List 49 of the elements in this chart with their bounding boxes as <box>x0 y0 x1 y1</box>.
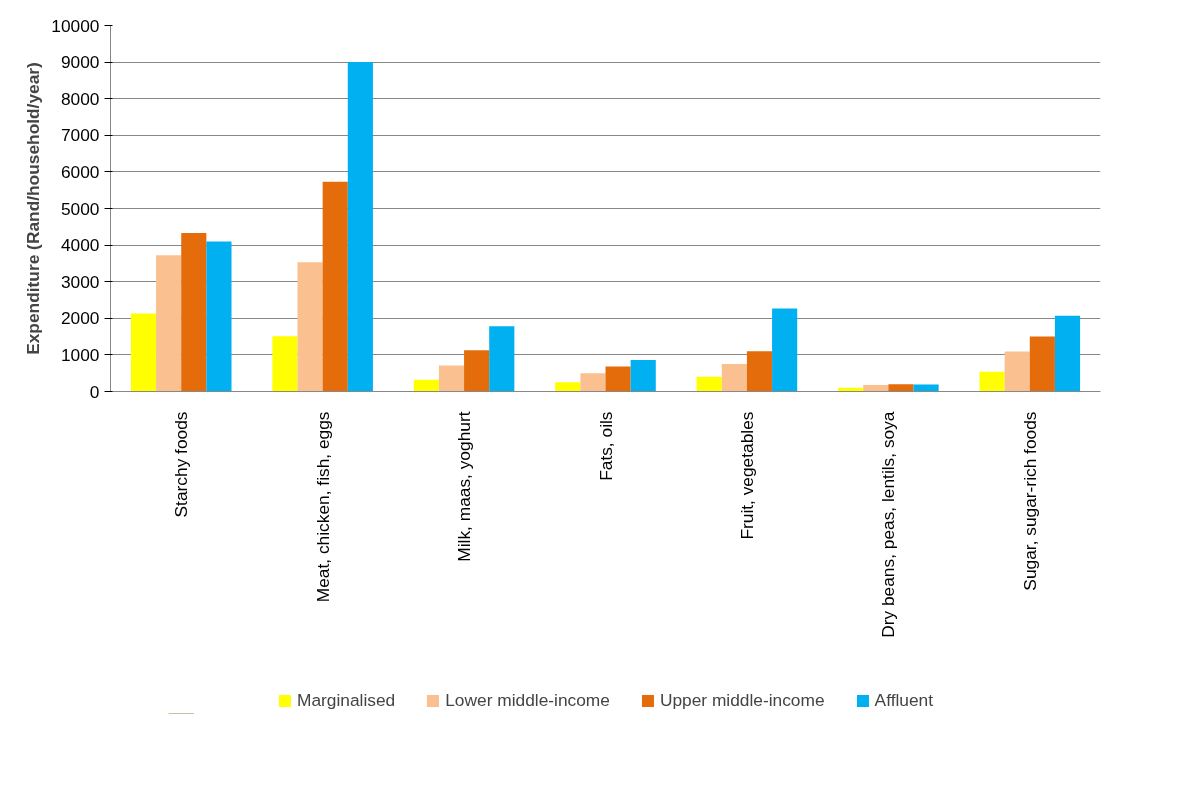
legend-label: Upper middle-income <box>659 690 825 711</box>
bar <box>580 373 606 392</box>
bar <box>979 371 1005 392</box>
legend-label: Lower middle-income <box>445 690 610 711</box>
bar <box>489 326 515 392</box>
y-tick-label: 9000 <box>60 52 100 73</box>
x-tick-label: Sugar, sugar-rich foods <box>1019 411 1040 591</box>
y-tick-label: 6000 <box>60 161 100 182</box>
y-tick-label: 4000 <box>60 235 100 256</box>
x-tick-label: Fruit, vegetables <box>736 411 757 540</box>
x-tick-label: Meat, chicken, fish, eggs <box>312 411 333 603</box>
bar <box>1029 336 1055 392</box>
bar <box>413 379 439 392</box>
bar <box>322 181 348 392</box>
y-tick-label: 7000 <box>60 125 100 146</box>
bar <box>156 255 182 392</box>
y-tick-label: 1000 <box>60 344 100 365</box>
x-tick-label: Dry beans, peas, lentils, soya <box>878 411 899 638</box>
bar <box>555 382 581 392</box>
bar <box>696 376 722 392</box>
bar <box>347 62 373 392</box>
bar <box>206 241 232 392</box>
y-axis-title: Expenditure (Rand/household/year) <box>23 62 44 355</box>
bar <box>297 262 323 392</box>
bar <box>181 233 207 392</box>
bar <box>605 366 631 392</box>
legend-label: Affluent <box>874 690 934 711</box>
y-tick-label: 2000 <box>60 308 100 329</box>
bar <box>464 350 490 392</box>
x-tick-label: Fats, oils <box>595 411 616 481</box>
bar <box>630 360 656 392</box>
bar <box>1054 315 1081 392</box>
bar <box>438 365 465 392</box>
bar <box>863 384 889 392</box>
bar <box>1004 351 1030 392</box>
bar <box>888 384 914 392</box>
y-tick-label: 10000 <box>51 15 100 36</box>
y-tick-label: 0 <box>89 381 100 402</box>
bar <box>130 313 157 392</box>
y-tick-label: 8000 <box>60 88 100 109</box>
y-tick-label: 3000 <box>60 271 100 292</box>
x-tick-label: Starchy foods <box>171 411 192 518</box>
bar <box>272 336 298 392</box>
x-tick-label: Milk, maas, yoghurt <box>454 411 475 562</box>
bar <box>746 351 773 392</box>
bar <box>721 364 747 392</box>
bar <box>772 308 798 392</box>
legend-label: Marginalised <box>296 690 396 711</box>
y-tick-label: 5000 <box>60 198 100 219</box>
